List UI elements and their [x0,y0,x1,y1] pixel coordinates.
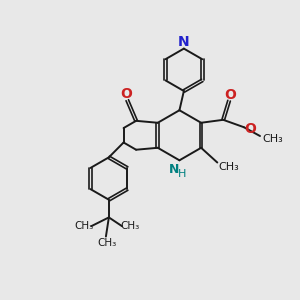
Text: CH₃: CH₃ [218,162,239,172]
Text: O: O [225,88,236,102]
Text: H: H [178,169,187,178]
Text: N: N [169,163,179,176]
Text: CH₃: CH₃ [262,134,283,144]
Text: N: N [178,35,190,49]
Text: CH₃: CH₃ [97,238,116,248]
Text: O: O [120,87,132,101]
Text: O: O [244,122,256,136]
Text: CH₃: CH₃ [74,220,94,231]
Text: CH₃: CH₃ [120,220,140,231]
